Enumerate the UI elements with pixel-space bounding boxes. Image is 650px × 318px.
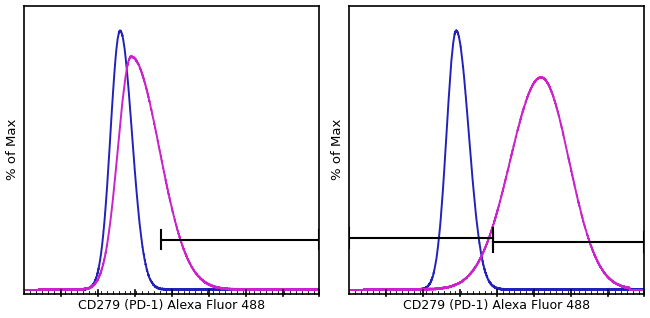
X-axis label: CD279 (PD-1) Alexa Fluor 488: CD279 (PD-1) Alexa Fluor 488	[78, 300, 265, 313]
Y-axis label: % of Max: % of Max	[6, 119, 19, 180]
X-axis label: CD279 (PD-1) Alexa Fluor 488: CD279 (PD-1) Alexa Fluor 488	[403, 300, 590, 313]
Y-axis label: % of Max: % of Max	[331, 119, 344, 180]
